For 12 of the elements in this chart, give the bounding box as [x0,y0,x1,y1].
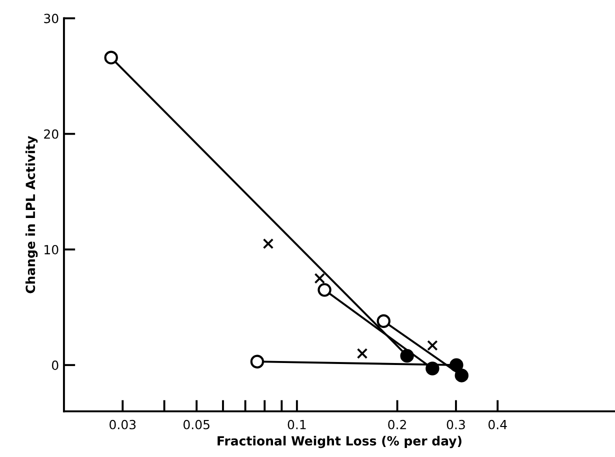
y-tick-label: 10 [44,244,58,254]
y-tick-label: 30 [44,14,58,24]
x-tick-label: 0.3 [446,420,465,430]
y-axis-title: Change in LPL Activity [25,136,38,294]
x-tick-label: 0.03 [110,420,136,430]
x-tick-label: 0.1 [288,420,306,430]
y-tick-label: 20 [44,129,58,139]
x-tick-label: 0.05 [184,420,210,430]
x-tick-label: 0.2 [388,420,406,430]
y-tick-label: 0 [52,360,58,370]
x-axis-title: Fractional Weight Loss (% per day) [218,436,462,448]
x-tick-label: 0.4 [488,420,507,430]
